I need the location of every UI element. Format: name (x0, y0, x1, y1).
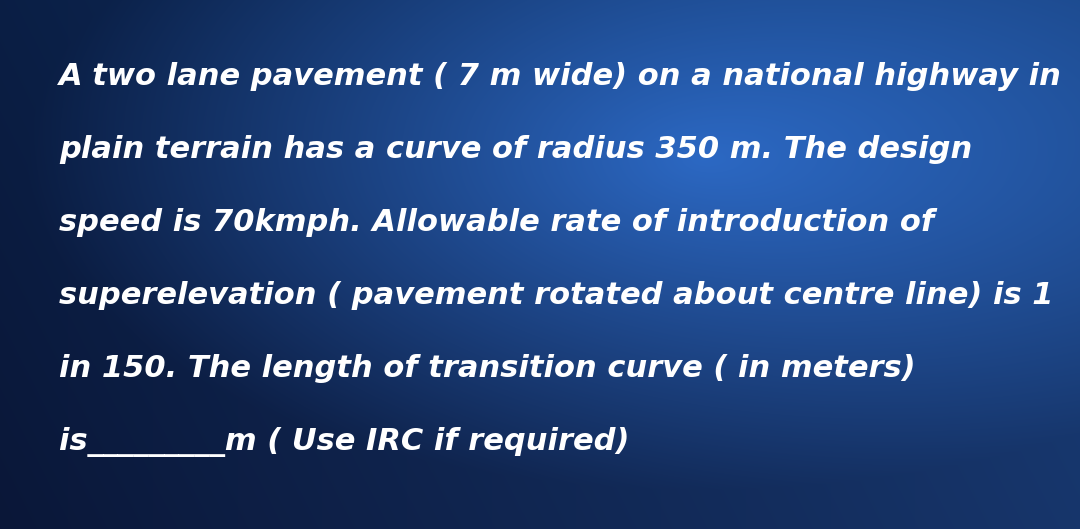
Text: in 150. The length of transition curve ( in meters): in 150. The length of transition curve (… (59, 354, 916, 383)
Text: is_________m ( Use IRC if required): is_________m ( Use IRC if required) (59, 427, 630, 457)
Text: superelevation ( pavement rotated about centre line) is 1: superelevation ( pavement rotated about … (59, 281, 1054, 310)
Text: speed is 70kmph. Allowable rate of introduction of: speed is 70kmph. Allowable rate of intro… (59, 208, 934, 237)
Text: A two lane pavement ( 7 m wide) on a national highway in: A two lane pavement ( 7 m wide) on a nat… (59, 62, 1063, 91)
Text: plain terrain has a curve of radius 350 m. The design: plain terrain has a curve of radius 350 … (59, 135, 973, 164)
